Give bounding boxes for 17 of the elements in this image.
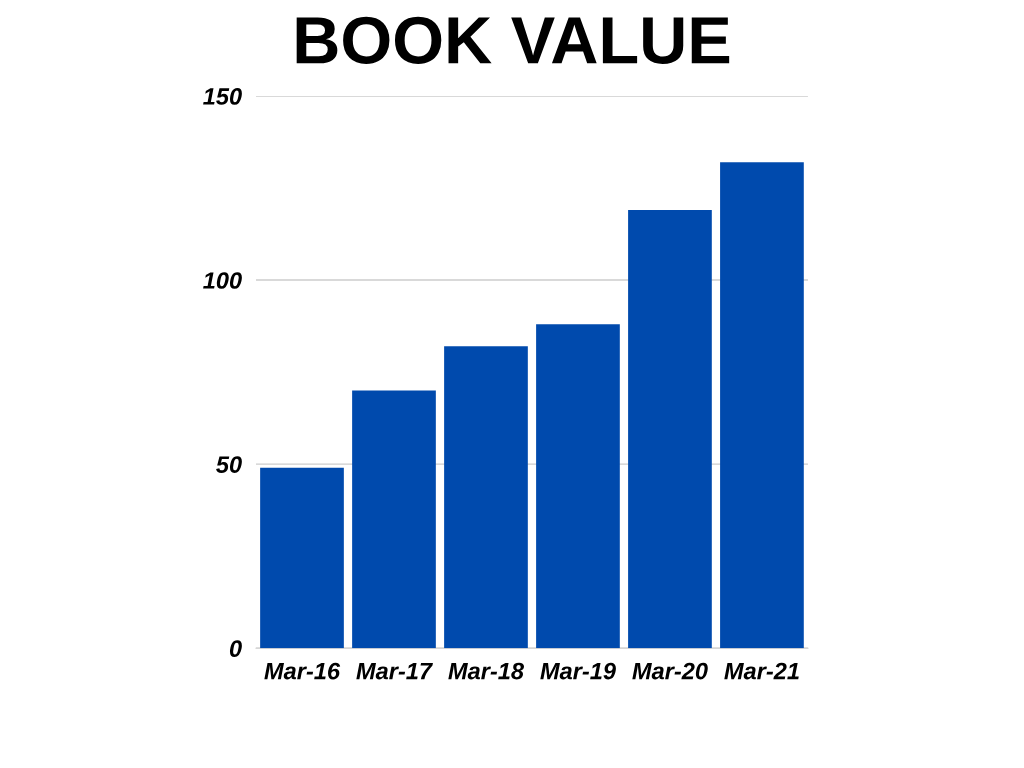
bar bbox=[352, 390, 436, 649]
chart-title: BOOK VALUE bbox=[296, 16, 730, 64]
y-tick-label: 0 bbox=[229, 640, 242, 657]
y-tick-label: 100 bbox=[203, 272, 242, 289]
x-tick-label: Mar-20 bbox=[632, 662, 708, 680]
x-tick-label: Mar-21 bbox=[724, 662, 799, 680]
x-tick-label: Mar-19 bbox=[540, 662, 616, 680]
y-tick-label: 150 bbox=[203, 88, 242, 105]
bar bbox=[628, 210, 712, 649]
bar bbox=[536, 324, 620, 649]
bar bbox=[260, 467, 344, 649]
bar bbox=[444, 346, 528, 649]
x-tick-label: Mar-17 bbox=[356, 662, 433, 680]
x-tick-label: Mar-18 bbox=[448, 662, 524, 680]
x-tick-label: Mar-16 bbox=[264, 662, 341, 680]
y-tick-label: 50 bbox=[216, 456, 242, 473]
bar bbox=[720, 162, 804, 649]
